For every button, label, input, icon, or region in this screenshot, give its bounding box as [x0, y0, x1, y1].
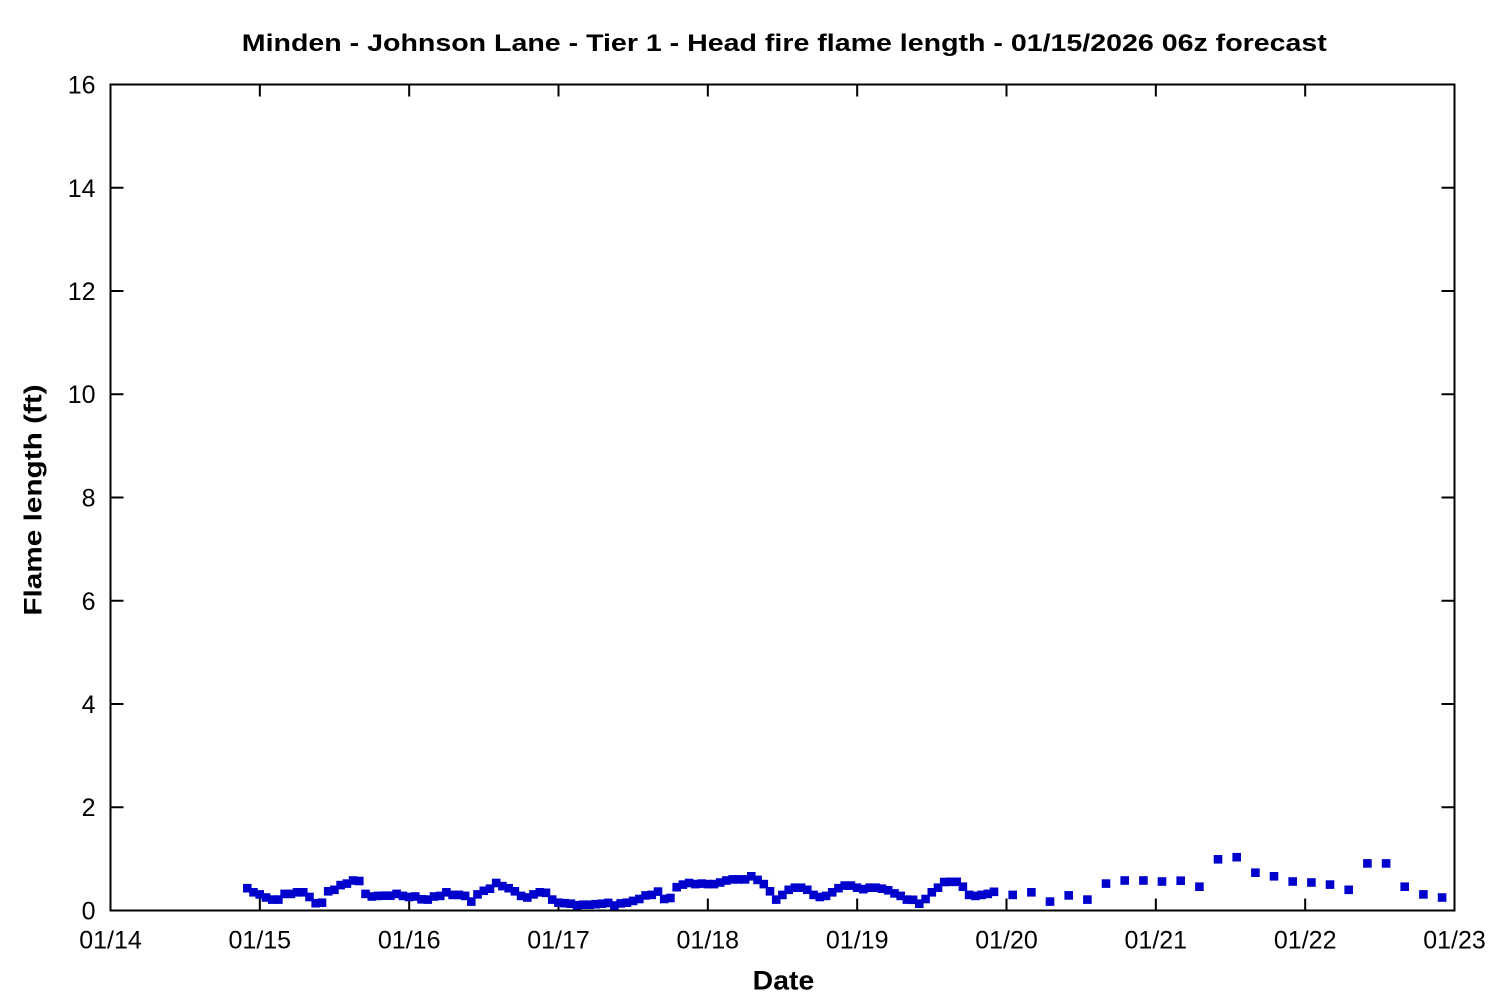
svg-text:Minden - Johnson Lane - Tier 1: Minden - Johnson Lane - Tier 1 - Head fi…: [242, 30, 1327, 57]
svg-text:0: 0: [82, 898, 96, 926]
svg-text:01/23: 01/23: [1423, 927, 1486, 955]
svg-text:Date: Date: [753, 966, 815, 996]
svg-text:12: 12: [68, 278, 96, 306]
svg-text:01/15: 01/15: [229, 927, 292, 955]
svg-text:01/14: 01/14: [79, 927, 142, 955]
svg-text:8: 8: [82, 485, 96, 513]
svg-text:01/19: 01/19: [826, 927, 889, 955]
svg-text:Flame length (ft): Flame length (ft): [20, 384, 48, 615]
svg-text:01/18: 01/18: [677, 927, 740, 955]
svg-text:4: 4: [82, 691, 96, 719]
svg-text:01/21: 01/21: [1125, 927, 1188, 955]
svg-text:14: 14: [68, 175, 96, 203]
svg-text:01/17: 01/17: [527, 927, 590, 955]
svg-text:6: 6: [82, 588, 96, 616]
svg-text:10: 10: [68, 381, 96, 409]
svg-text:01/22: 01/22: [1274, 927, 1337, 955]
svg-text:01/16: 01/16: [378, 927, 441, 955]
svg-text:01/20: 01/20: [975, 927, 1038, 955]
svg-text:2: 2: [82, 794, 96, 822]
svg-text:16: 16: [68, 72, 96, 100]
